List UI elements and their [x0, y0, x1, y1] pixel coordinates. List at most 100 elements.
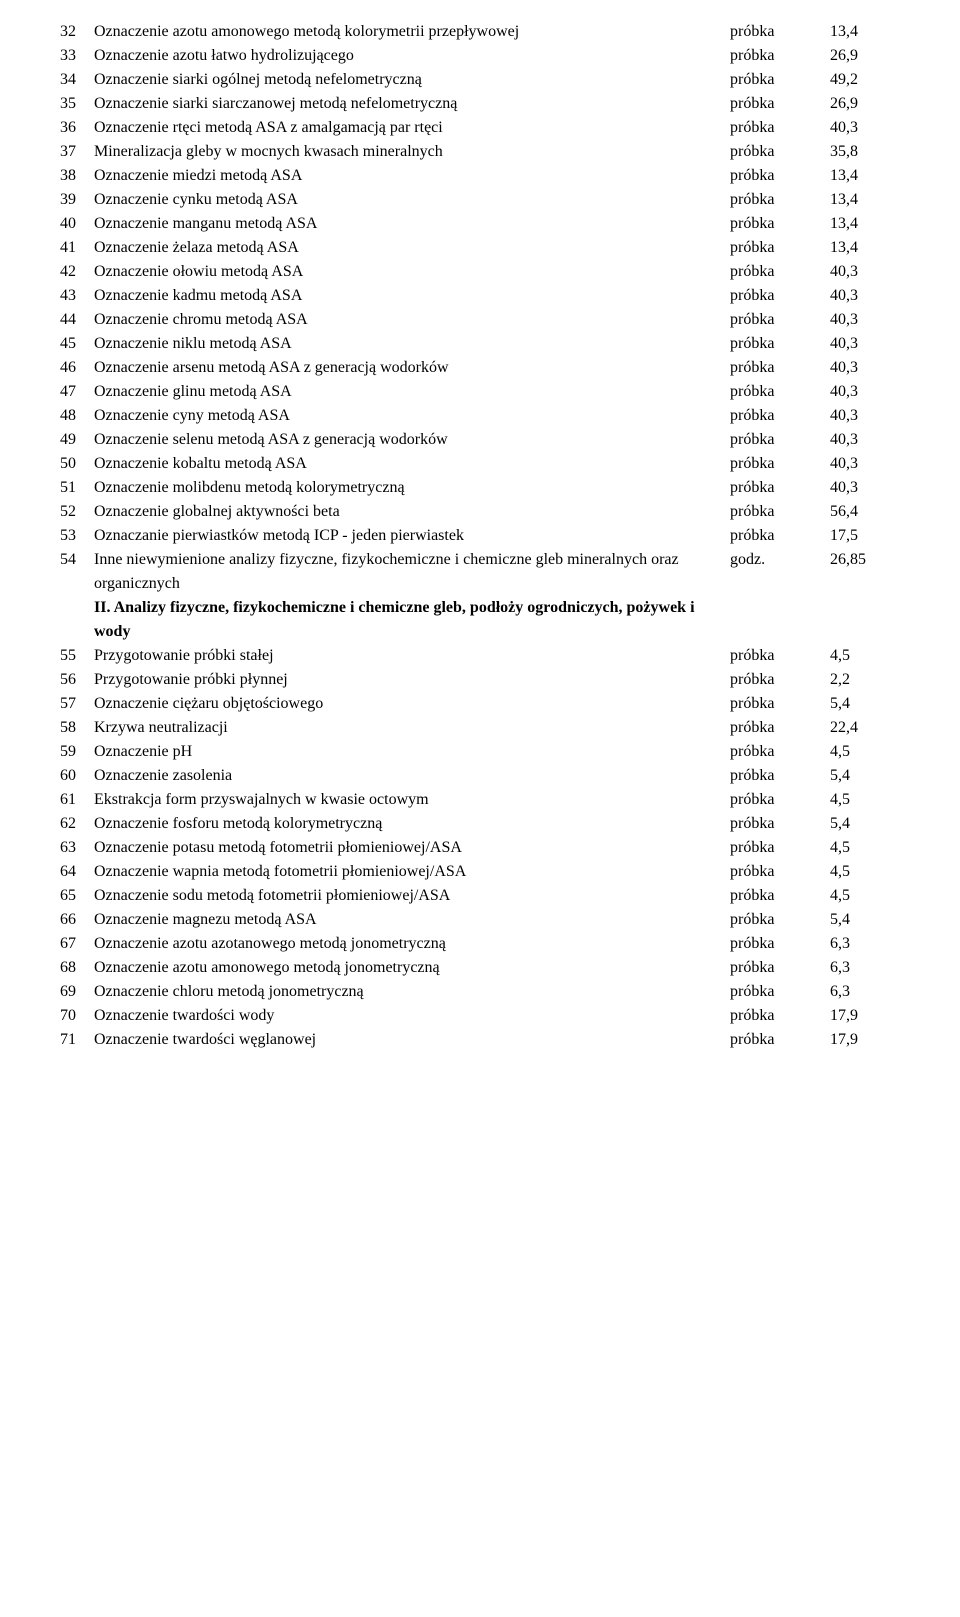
row-unit: próbka: [730, 812, 830, 836]
row-description: Oznaczenie twardości wody: [94, 1004, 730, 1028]
row-number: 62: [60, 812, 94, 836]
row-number: 43: [60, 284, 94, 308]
row-price: 2,2: [830, 668, 900, 692]
row-price: 5,4: [830, 764, 900, 788]
row-number: 47: [60, 380, 94, 404]
row-price: 35,8: [830, 140, 900, 164]
row-number: 51: [60, 476, 94, 500]
row-number: 32: [60, 20, 94, 44]
price-row: 47Oznaczenie glinu metodą ASApróbka40,3: [60, 380, 900, 404]
row-number: 48: [60, 404, 94, 428]
price-list-page: 32Oznaczenie azotu amonowego metodą kolo…: [0, 0, 960, 1092]
row-unit: próbka: [730, 308, 830, 332]
row-price: 40,3: [830, 452, 900, 476]
row-number: 33: [60, 44, 94, 68]
price-row: 69Oznaczenie chloru metodą jonometryczną…: [60, 980, 900, 1004]
row-unit: próbka: [730, 20, 830, 44]
row-number: 35: [60, 92, 94, 116]
row-price: 4,5: [830, 836, 900, 860]
row-price: 4,5: [830, 884, 900, 908]
price-row: 65Oznaczenie sodu metodą fotometrii płom…: [60, 884, 900, 908]
row-number: 39: [60, 188, 94, 212]
row-number: 40: [60, 212, 94, 236]
row-number: 50: [60, 452, 94, 476]
row-price: 5,4: [830, 908, 900, 932]
row-unit: próbka: [730, 476, 830, 500]
section-heading-row: II. Analizy fizyczne, fizykochemiczne i …: [60, 596, 900, 644]
price-row: 37Mineralizacja gleby w mocnych kwasach …: [60, 140, 900, 164]
row-price: 4,5: [830, 740, 900, 764]
price-row: 36Oznaczenie rtęci metodą ASA z amalgama…: [60, 116, 900, 140]
row-unit: godz.: [730, 548, 830, 572]
price-row: 57Oznaczenie ciężaru objętościowegopróbk…: [60, 692, 900, 716]
price-row: 44Oznaczenie chromu metodą ASApróbka40,3: [60, 308, 900, 332]
row-description: Oznaczenie pH: [94, 740, 730, 764]
row-description: Oznaczenie cynku metodą ASA: [94, 188, 730, 212]
row-description: Oznaczenie twardości węglanowej: [94, 1028, 730, 1052]
row-unit: próbka: [730, 44, 830, 68]
row-number: 67: [60, 932, 94, 956]
row-price: 26,9: [830, 92, 900, 116]
row-description: Oznaczenie azotu amonowego metodą jonome…: [94, 956, 730, 980]
row-description: Oznaczenie selenu metodą ASA z generacją…: [94, 428, 730, 452]
row-price: 40,3: [830, 284, 900, 308]
row-unit: próbka: [730, 92, 830, 116]
row-unit: próbka: [730, 1004, 830, 1028]
row-price: 6,3: [830, 956, 900, 980]
row-description: Oznaczenie rtęci metodą ASA z amalgamacj…: [94, 116, 730, 140]
row-number: 65: [60, 884, 94, 908]
price-row: 61Ekstrakcja form przyswajalnych w kwasi…: [60, 788, 900, 812]
row-unit: próbka: [730, 884, 830, 908]
row-price: 40,3: [830, 332, 900, 356]
row-description: Oznaczanie pierwiastków metodą ICP - jed…: [94, 524, 730, 548]
row-number: 69: [60, 980, 94, 1004]
row-price: 17,9: [830, 1004, 900, 1028]
row-price: 17,5: [830, 524, 900, 548]
row-unit: próbka: [730, 524, 830, 548]
row-price: 56,4: [830, 500, 900, 524]
row-description: Oznaczenie kadmu metodą ASA: [94, 284, 730, 308]
price-row: 62Oznaczenie fosforu metodą kolorymetryc…: [60, 812, 900, 836]
row-description: Ekstrakcja form przyswajalnych w kwasie …: [94, 788, 730, 812]
row-description: Oznaczenie ołowiu metodą ASA: [94, 260, 730, 284]
row-price: 13,4: [830, 188, 900, 212]
row-description: Oznaczenie miedzi metodą ASA: [94, 164, 730, 188]
row-number: 44: [60, 308, 94, 332]
price-row: 58Krzywa neutralizacjipróbka22,4: [60, 716, 900, 740]
row-unit: próbka: [730, 908, 830, 932]
price-row: 32Oznaczenie azotu amonowego metodą kolo…: [60, 20, 900, 44]
row-price: 22,4: [830, 716, 900, 740]
row-unit: próbka: [730, 332, 830, 356]
price-row: 56Przygotowanie próbki płynnejpróbka2,2: [60, 668, 900, 692]
row-number: 68: [60, 956, 94, 980]
row-unit: próbka: [730, 692, 830, 716]
row-unit: próbka: [730, 716, 830, 740]
price-row: 39Oznaczenie cynku metodą ASApróbka13,4: [60, 188, 900, 212]
row-description: Oznaczenie azotu łatwo hydrolizującego: [94, 44, 730, 68]
row-description: Oznaczenie kobaltu metodą ASA: [94, 452, 730, 476]
price-row: 51Oznaczenie molibdenu metodą kolorymetr…: [60, 476, 900, 500]
price-row: 40Oznaczenie manganu metodą ASApróbka13,…: [60, 212, 900, 236]
price-row: 54Inne niewymienione analizy fizyczne, f…: [60, 548, 900, 596]
row-description: Oznaczenie azotu azotanowego metodą jono…: [94, 932, 730, 956]
row-number: 49: [60, 428, 94, 452]
row-number: 71: [60, 1028, 94, 1052]
row-description: Oznaczenie sodu metodą fotometrii płomie…: [94, 884, 730, 908]
row-number: 37: [60, 140, 94, 164]
row-price: 13,4: [830, 164, 900, 188]
row-unit: próbka: [730, 356, 830, 380]
price-row: 33Oznaczenie azotu łatwo hydrolizującego…: [60, 44, 900, 68]
row-price: 4,5: [830, 788, 900, 812]
row-description: Przygotowanie próbki płynnej: [94, 668, 730, 692]
row-description: Oznaczenie potasu metodą fotometrii płom…: [94, 836, 730, 860]
price-row: 35Oznaczenie siarki siarczanowej metodą …: [60, 92, 900, 116]
price-row: 60Oznaczenie zasoleniapróbka5,4: [60, 764, 900, 788]
row-description: Oznaczenie ciężaru objętościowego: [94, 692, 730, 716]
row-unit: próbka: [730, 644, 830, 668]
row-unit: próbka: [730, 836, 830, 860]
row-unit: próbka: [730, 956, 830, 980]
row-price: 40,3: [830, 260, 900, 284]
row-number: 56: [60, 668, 94, 692]
row-unit: próbka: [730, 140, 830, 164]
row-number: 59: [60, 740, 94, 764]
